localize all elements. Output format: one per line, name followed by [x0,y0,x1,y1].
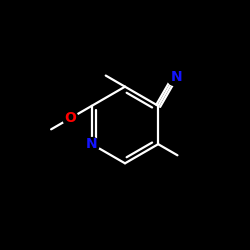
Text: N: N [86,137,98,151]
Text: O: O [64,111,76,125]
Text: N: N [171,70,182,84]
